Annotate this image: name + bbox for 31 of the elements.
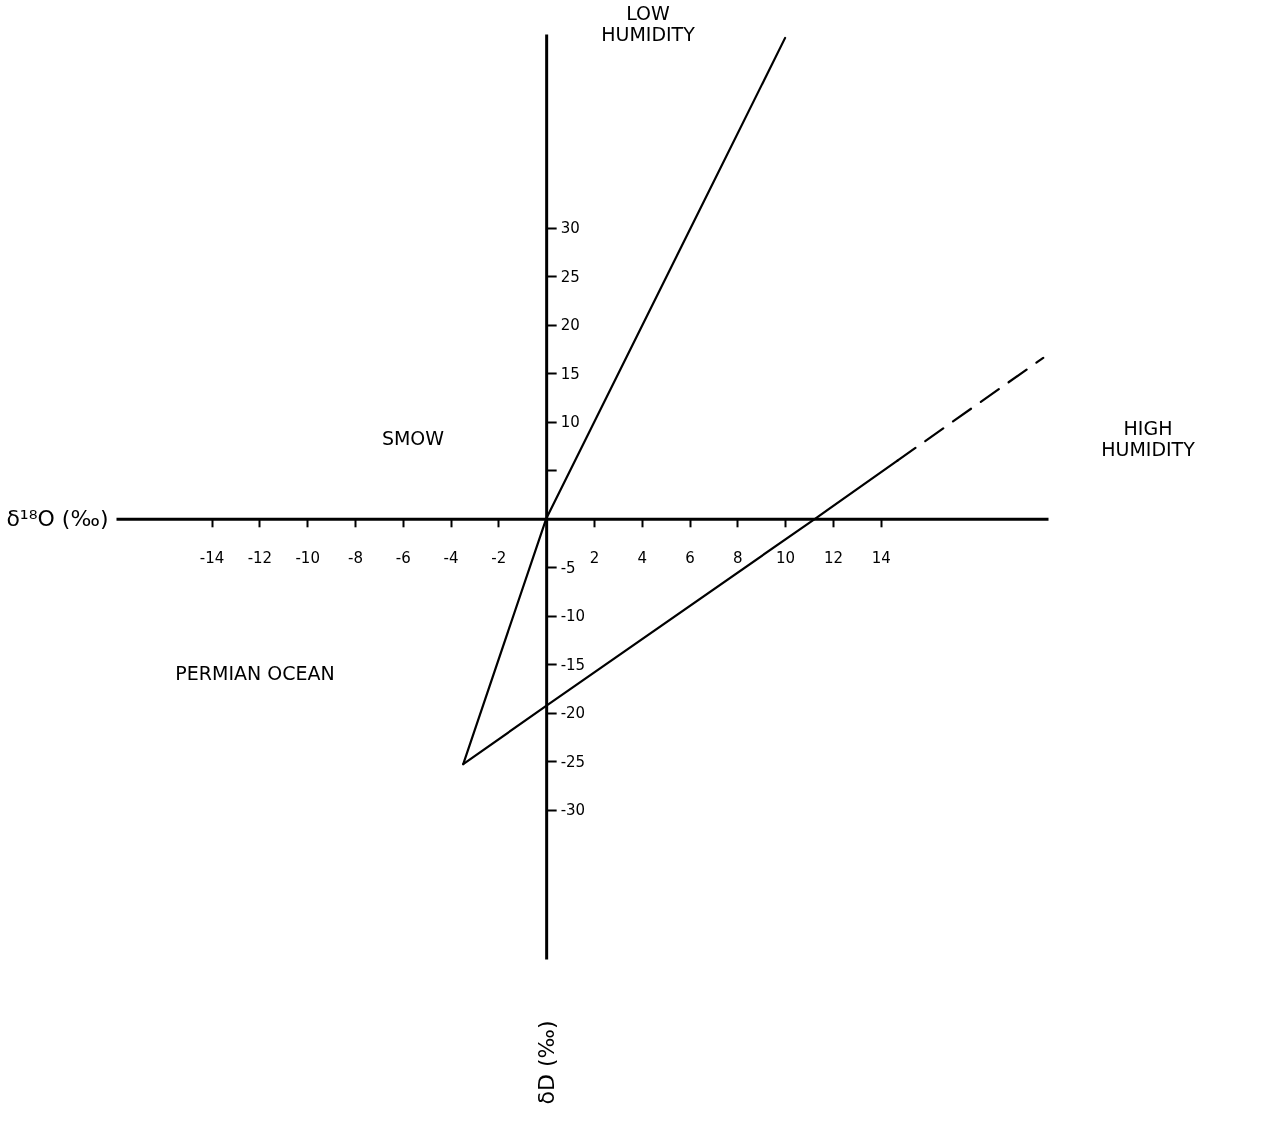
y-tick-label: 25 — [560, 267, 580, 286]
y-tick-label: 15 — [560, 364, 580, 383]
y-tick-label: 30 — [560, 219, 580, 238]
x-tick-label: 12 — [823, 549, 843, 568]
annotation: PERMIAN OCEAN — [175, 662, 335, 684]
x-tick-label: -6 — [395, 549, 411, 568]
y-tick-label: -30 — [560, 801, 586, 820]
annotation: LOW HUMIDITY — [601, 2, 696, 45]
x-tick-label: -2 — [491, 549, 507, 568]
y-tick-label: -5 — [560, 558, 576, 577]
y-tick-label: -20 — [560, 704, 586, 723]
y-axis-title: δD (‰) — [533, 1020, 559, 1105]
x-tick-label: 2 — [589, 549, 600, 568]
y-tick-label: -15 — [560, 655, 586, 674]
x-tick-label: -14 — [199, 549, 225, 568]
x-tick-label: -12 — [247, 549, 273, 568]
x-tick-label: 6 — [685, 549, 695, 568]
x-tick-label: 10 — [776, 549, 796, 568]
x-tick-label: 14 — [871, 549, 891, 568]
x-tick-label: -4 — [443, 549, 459, 568]
annotation: SMOW — [381, 427, 445, 449]
x-tick-label: -10 — [295, 549, 320, 568]
x-axis-title: δ¹⁸O (‰) — [6, 506, 109, 532]
y-tick-label: 10 — [560, 413, 580, 432]
text: HIGH HUMIDITY — [1101, 417, 1196, 460]
y-tick-label: -10 — [560, 607, 586, 626]
y-tick-label: -25 — [560, 752, 586, 771]
y-tick-label: 20 — [560, 316, 580, 335]
x-tick-label: 4 — [637, 549, 648, 568]
x-tick-label: -8 — [347, 549, 363, 568]
x-tick-label: 8 — [733, 549, 743, 568]
